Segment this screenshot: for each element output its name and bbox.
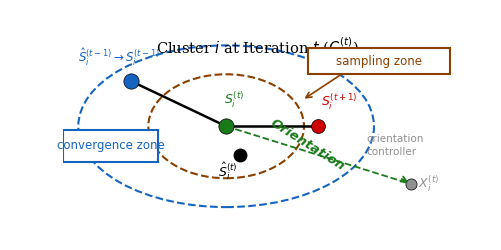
FancyBboxPatch shape [63,130,158,162]
Text: orientation
controller: orientation controller [366,134,423,157]
FancyBboxPatch shape [307,48,449,74]
Text: $\hat{S}_i^{(t-1)} \rightarrow S_i^{(t-1)}$: $\hat{S}_i^{(t-1)} \rightarrow S_i^{(t-1… [78,46,160,68]
Text: $S_i^{(t)}$: $S_i^{(t)}$ [224,90,244,110]
Text: Orientation: Orientation [267,117,346,173]
Text: convergence zone: convergence zone [57,140,164,152]
Text: $S_i^{(t+1)}$: $S_i^{(t+1)}$ [320,92,357,112]
Text: Cluster $i$ at Iteration $t$ ($C_i^{(t)}$): Cluster $i$ at Iteration $t$ ($C_i^{(t)}… [155,36,358,60]
Text: sampling zone: sampling zone [335,55,421,68]
Text: $X_i^{(t)}$: $X_i^{(t)}$ [417,174,438,194]
Text: $\hat{S}_i^{(t)}$: $\hat{S}_i^{(t)}$ [218,161,237,182]
